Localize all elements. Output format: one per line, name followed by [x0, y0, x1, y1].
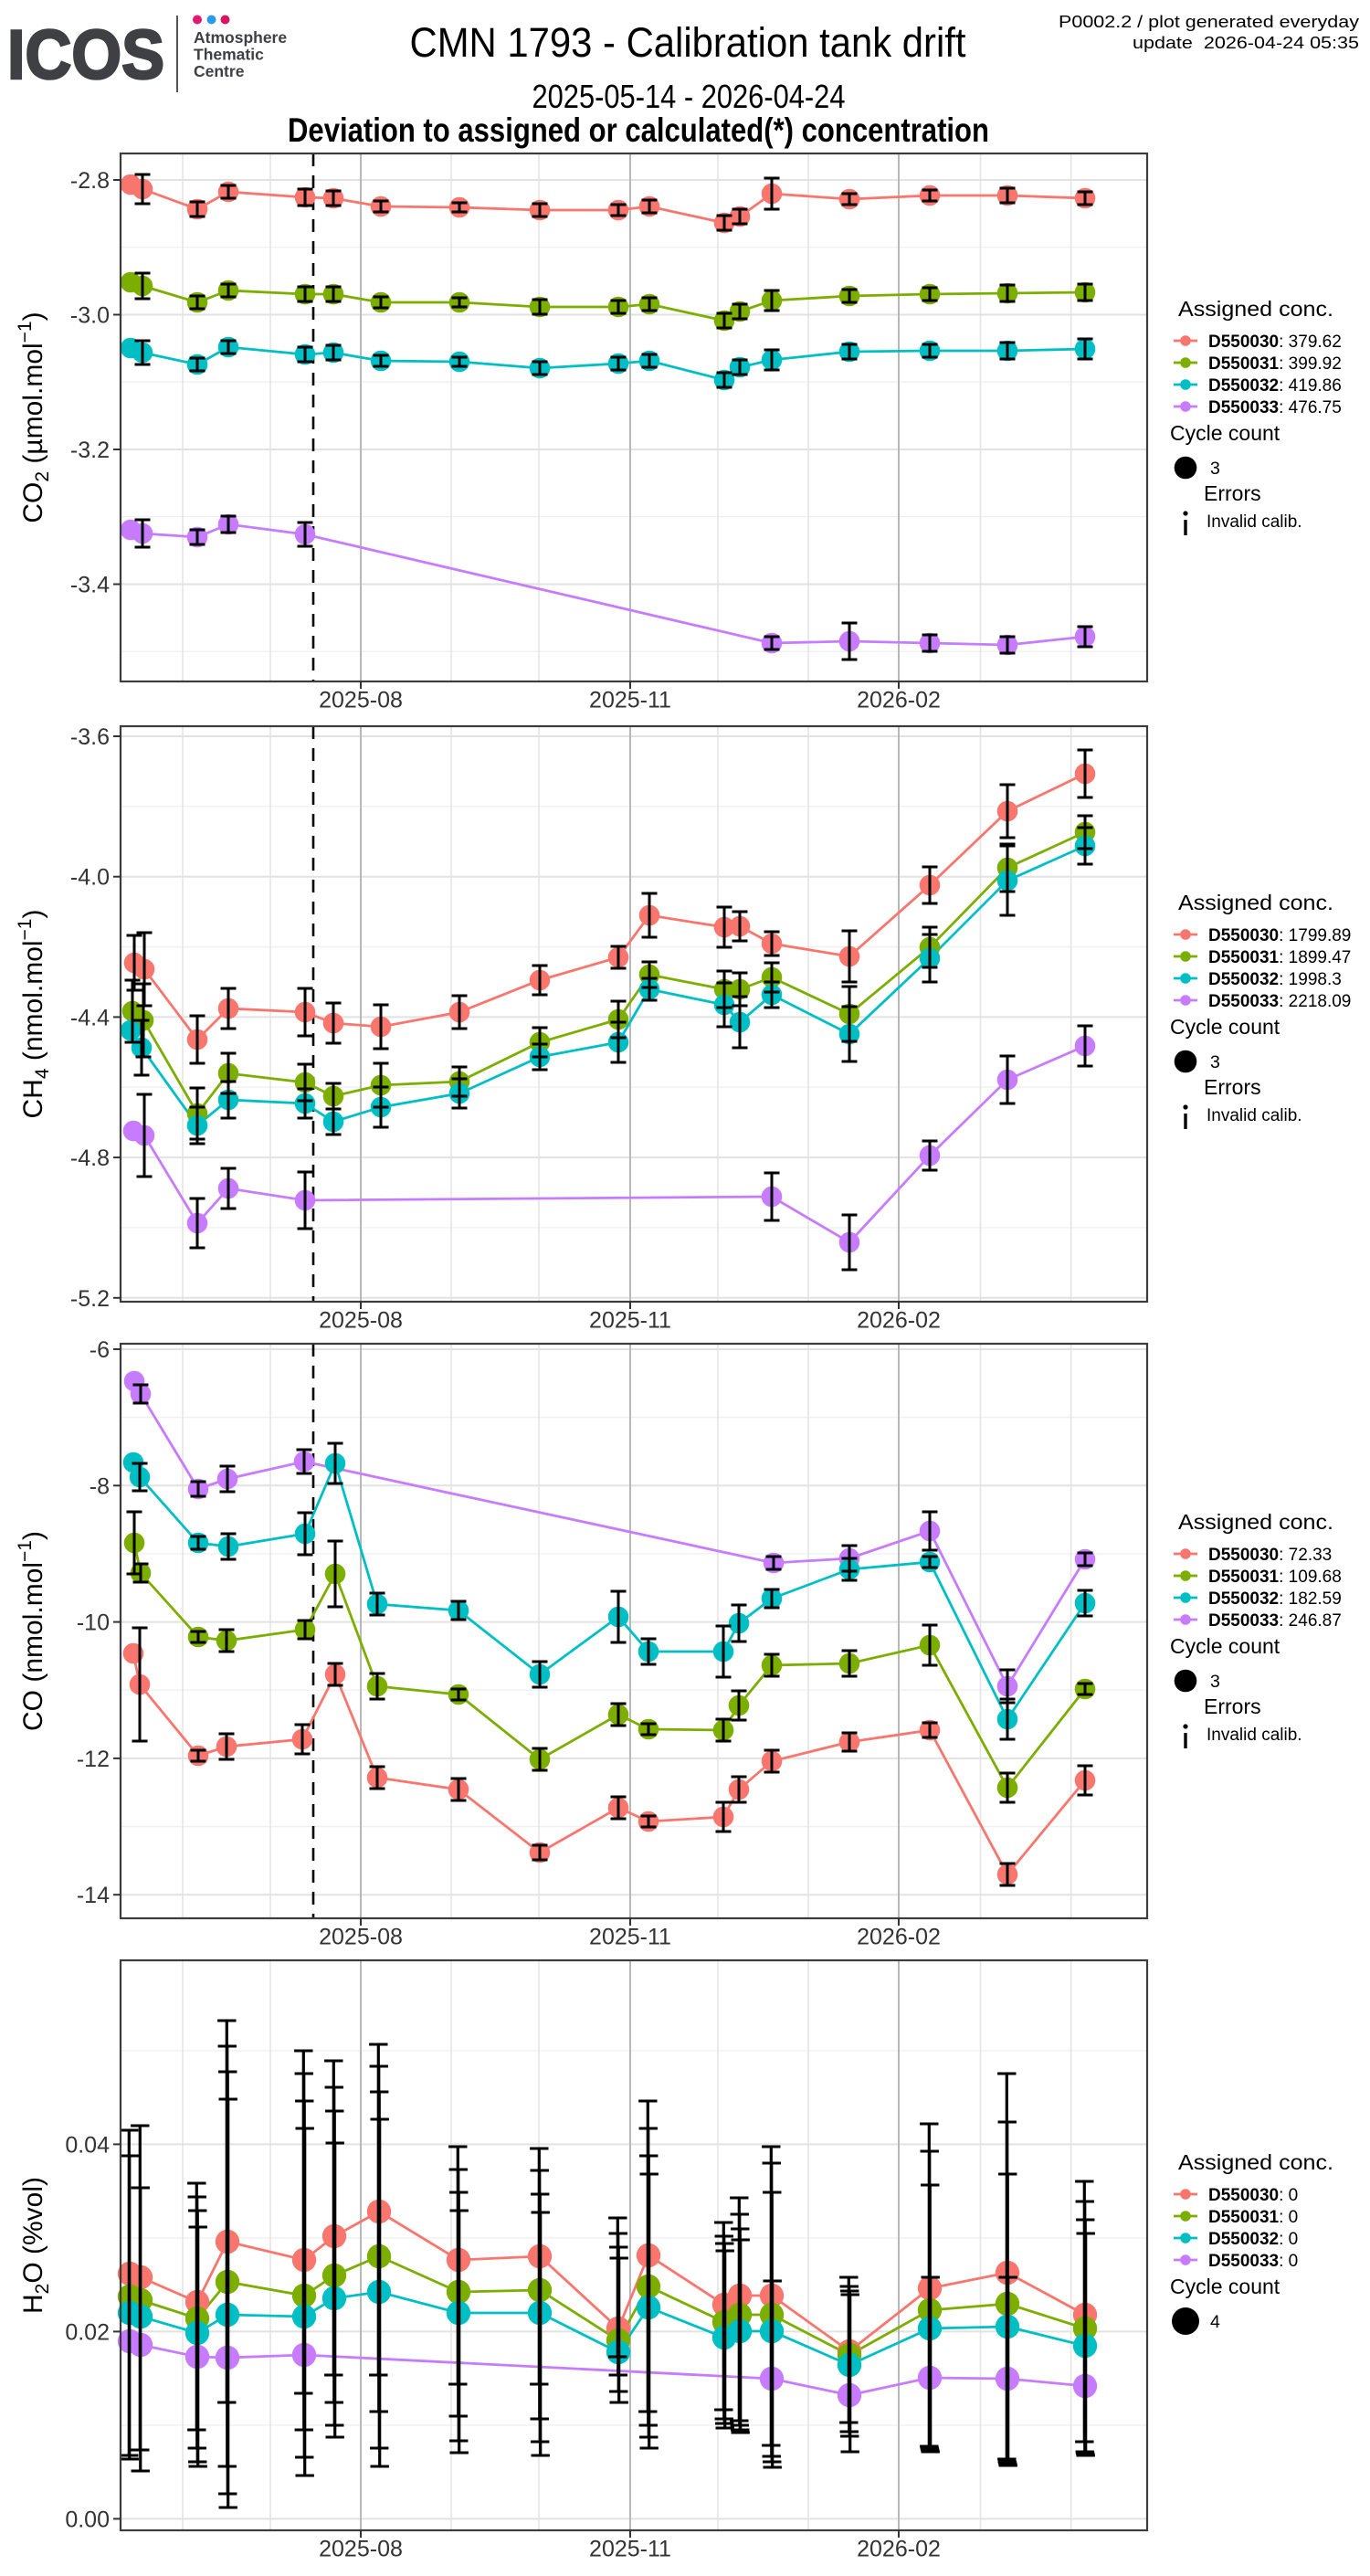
svg-text:-4.0: -4.0 — [70, 865, 110, 891]
svg-text:0.04: 0.04 — [65, 2132, 110, 2158]
svg-text:D550032: 1998.3: D550032: 1998.3 — [1208, 970, 1342, 989]
svg-text:D550032: 182.59: D550032: 182.59 — [1208, 1589, 1342, 1609]
svg-text:D550033: 476.75: D550033: 476.75 — [1208, 398, 1342, 417]
svg-text:-3.6: -3.6 — [70, 724, 110, 750]
svg-text:CH4​ (nmol.mol−1​): CH4​ (nmol.mol−1​) — [15, 909, 53, 1118]
svg-text:D550033: 0: D550033: 0 — [1208, 2252, 1298, 2271]
svg-text:2026-02: 2026-02 — [857, 688, 941, 713]
svg-text:P0002.2 / plot generated every: P0002.2 / plot generated everyday — [1059, 13, 1359, 31]
svg-text:2025-08: 2025-08 — [319, 1308, 403, 1334]
svg-text:2025-08: 2025-08 — [319, 1925, 403, 1950]
svg-text:H2​O (%vol): H2​O (%vol) — [18, 2177, 53, 2314]
svg-text:2025-08: 2025-08 — [319, 688, 403, 713]
svg-text:4: 4 — [1210, 2312, 1220, 2332]
svg-text:Thematic: Thematic — [194, 46, 264, 64]
svg-text:update 2026-04-24 05:35: update 2026-04-24 05:35 — [1133, 34, 1359, 52]
svg-text:-14: -14 — [77, 1883, 110, 1908]
svg-text:D550032: 419.86: D550032: 419.86 — [1208, 376, 1342, 396]
svg-text:-6: -6 — [90, 1337, 110, 1363]
svg-text:2026-02: 2026-02 — [857, 1925, 941, 1950]
svg-text:2025-05-14 - 2026-04-24: 2025-05-14 - 2026-04-24 — [532, 78, 846, 115]
svg-text:D550032: 0: D550032: 0 — [1208, 2230, 1298, 2249]
svg-text:D550031: 0: D550031: 0 — [1208, 2208, 1298, 2227]
svg-text:3: 3 — [1210, 1052, 1220, 1072]
svg-text:Errors: Errors — [1204, 1694, 1261, 1718]
svg-text:-4.8: -4.8 — [70, 1145, 110, 1171]
svg-text:-2.8: -2.8 — [70, 168, 110, 194]
svg-text:-3.2: -3.2 — [70, 438, 110, 463]
svg-text:D550030: 1799.89: D550030: 1799.89 — [1208, 926, 1351, 945]
svg-text:Assigned conc.: Assigned conc. — [1178, 891, 1333, 914]
svg-text:CMN 1793 - Calibration tank dr: CMN 1793 - Calibration tank drift — [410, 19, 966, 66]
svg-text:2026-02: 2026-02 — [857, 1308, 941, 1334]
svg-text:Errors: Errors — [1204, 481, 1261, 505]
svg-text:-10: -10 — [77, 1610, 110, 1636]
svg-text:-3.4: -3.4 — [70, 573, 110, 598]
svg-text:Cycle count: Cycle count — [1170, 1634, 1280, 1658]
svg-text:D550031: 1899.47: D550031: 1899.47 — [1208, 948, 1351, 967]
svg-text:CO (nmol.mol−1​): CO (nmol.mol−1​) — [15, 1531, 48, 1731]
svg-text:-5.2: -5.2 — [70, 1286, 110, 1312]
svg-text:Atmosphere: Atmosphere — [194, 28, 287, 47]
svg-text:2025-11: 2025-11 — [589, 2537, 671, 2562]
svg-text:Centre: Centre — [194, 62, 245, 80]
svg-text:Invalid calib.: Invalid calib. — [1207, 512, 1302, 532]
svg-text:Assigned conc.: Assigned conc. — [1178, 2150, 1333, 2174]
svg-text:Invalid calib.: Invalid calib. — [1207, 1106, 1302, 1125]
svg-text:D550031: 399.92: D550031: 399.92 — [1208, 354, 1342, 374]
svg-text:D550031: 109.68: D550031: 109.68 — [1208, 1568, 1342, 1587]
svg-text:2025-08: 2025-08 — [319, 2537, 403, 2562]
svg-text:2025-11: 2025-11 — [589, 688, 671, 713]
svg-text:D550030: 0: D550030: 0 — [1208, 2186, 1298, 2205]
svg-text:ICOS: ICOS — [7, 16, 164, 94]
svg-text:0.02: 0.02 — [65, 2319, 110, 2345]
svg-text:-8: -8 — [90, 1473, 110, 1499]
svg-text:3: 3 — [1210, 459, 1220, 479]
svg-text:Errors: Errors — [1204, 1075, 1261, 1099]
svg-text:-3.0: -3.0 — [70, 303, 110, 329]
svg-text:Assigned conc.: Assigned conc. — [1178, 1510, 1333, 1534]
svg-text:2025-11: 2025-11 — [589, 1925, 671, 1950]
svg-text:Cycle count: Cycle count — [1170, 421, 1280, 445]
svg-text:Cycle count: Cycle count — [1170, 2275, 1280, 2298]
svg-text:D550033: 246.87: D550033: 246.87 — [1208, 1611, 1342, 1631]
svg-text:Deviation to assigned or calcu: Deviation to assigned or calculated(*) c… — [288, 111, 989, 149]
svg-text:Assigned conc.: Assigned conc. — [1178, 297, 1333, 321]
svg-text:CO2​ (µmol.mol−1​): CO2​ (µmol.mol−1​) — [15, 311, 53, 523]
svg-text:D550033: 2218.09: D550033: 2218.09 — [1208, 992, 1351, 1011]
svg-text:D550030: 72.33: D550030: 72.33 — [1208, 1546, 1332, 1565]
svg-text:Cycle count: Cycle count — [1170, 1015, 1280, 1039]
svg-text:2025-11: 2025-11 — [589, 1308, 671, 1334]
svg-text:2026-02: 2026-02 — [857, 2537, 941, 2562]
svg-text:-4.4: -4.4 — [70, 1005, 110, 1030]
svg-text:Invalid calib.: Invalid calib. — [1207, 1726, 1302, 1745]
svg-text:3: 3 — [1210, 1672, 1220, 1692]
svg-text:0.00: 0.00 — [65, 2507, 110, 2532]
svg-text:D550030: 379.62: D550030: 379.62 — [1208, 333, 1342, 352]
svg-text:-12: -12 — [77, 1747, 110, 1772]
